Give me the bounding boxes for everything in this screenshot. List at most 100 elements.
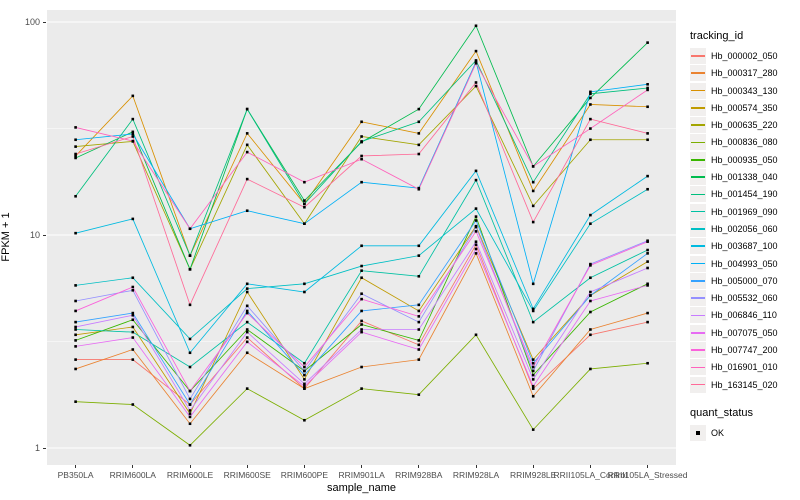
legend-key-line [691, 228, 705, 230]
x-tick-mark [418, 465, 420, 468]
data-point [531, 384, 535, 388]
x-tick-label-RRIM600SE: RRIM600SE [223, 470, 271, 480]
data-point [417, 254, 421, 257]
series-line-Hb_000836_080 [75, 334, 648, 446]
data-point [245, 309, 249, 313]
plot-panel [47, 10, 676, 465]
data-point [360, 292, 363, 296]
data-point [531, 387, 535, 390]
data-point [360, 135, 363, 138]
data-point [188, 268, 192, 271]
data-point [531, 369, 535, 373]
x-tick-label-RRII105LA_Stressed: RRII105LA_Stressed [607, 470, 688, 480]
data-point [474, 24, 478, 28]
data-point [474, 230, 478, 233]
data-point [646, 361, 649, 365]
data-point [74, 345, 77, 348]
data-point [531, 165, 535, 168]
data-point [131, 348, 135, 351]
legend-item-Hb_000317_280: Hb_000317_280 [690, 65, 798, 82]
data-point [646, 260, 649, 263]
data-point [360, 330, 363, 334]
data-point [589, 127, 592, 130]
legend-item-Hb_001338_040: Hb_001338_040 [690, 169, 798, 186]
data-point [303, 373, 306, 377]
data-point [303, 222, 306, 225]
data-point [589, 294, 592, 297]
data-point [245, 282, 249, 286]
x-tick-mark [189, 465, 191, 468]
data-point [474, 215, 478, 218]
legend-item-Hb_000002_050: Hb_000002_050 [690, 48, 798, 64]
x-tick-label-RRII105LA_Control: RRII105LA_Control [553, 470, 628, 480]
legend-item-Hb_006846_110: Hb_006846_110 [690, 307, 798, 324]
data-point [589, 92, 592, 96]
legend-item-Hb_005000_070: Hb_005000_070 [690, 272, 798, 289]
legend-key-line [691, 193, 705, 196]
data-point [245, 340, 249, 344]
data-point [531, 361, 535, 365]
data-point [303, 365, 306, 369]
data-point [245, 177, 249, 181]
data-point [531, 189, 535, 193]
legend-key-line [691, 158, 705, 161]
x-tick-mark [361, 465, 363, 468]
data-point [589, 367, 592, 371]
data-point [360, 180, 363, 184]
data-point [245, 150, 249, 154]
data-point [531, 204, 535, 208]
data-point [74, 231, 77, 235]
legend-key-swatch [690, 117, 706, 134]
data-point [188, 351, 192, 355]
legend-item-label: Hb_001969_090 [711, 206, 778, 217]
data-point [531, 282, 535, 286]
color-legend-items: Hb_000002_050 Hb_000317_280 Hb_000343_130 H… [690, 48, 798, 393]
legend-item-Hb_000935_050: Hb_000935_050 [690, 151, 798, 168]
data-point [531, 320, 535, 324]
data-point [245, 336, 249, 339]
data-point [303, 361, 306, 365]
data-point [474, 60, 478, 64]
legend-key-line [691, 331, 705, 334]
legend-item-Hb_001969_090: Hb_001969_090 [690, 203, 798, 220]
data-point [131, 318, 135, 322]
data-point [360, 297, 363, 301]
legend-item-label: Hb_007075_050 [711, 327, 778, 338]
legend-item-label: Hb_000317_280 [711, 68, 778, 79]
data-point [131, 285, 135, 289]
data-point [360, 319, 363, 323]
legend-key-swatch [690, 220, 706, 237]
legend-item-Hb_163145_020: Hb_163145_020 [690, 376, 798, 393]
data-point [417, 328, 421, 331]
data-point [131, 217, 135, 221]
data-point [245, 351, 249, 355]
data-point [360, 323, 363, 326]
data-point [188, 365, 192, 369]
x-tick-mark [589, 465, 591, 468]
data-point [646, 248, 649, 252]
legend-key-swatch [690, 134, 706, 151]
x-tick-label-RRIM901LA: RRIM901LA [338, 470, 385, 480]
legend-item-Hb_003687_100: Hb_003687_100 [690, 238, 798, 255]
data-point [646, 282, 649, 286]
y-tick-label: 100 [24, 17, 40, 27]
data-point [360, 365, 363, 369]
shape-legend-title: quant_status [690, 406, 753, 419]
data-point [589, 213, 592, 217]
data-point [646, 88, 649, 92]
x-tick-label-PB350LA: PB350LA [57, 470, 94, 480]
x-tick-mark [132, 465, 134, 468]
data-point [646, 174, 649, 178]
legend-key-swatch [690, 290, 706, 307]
legend-item-Hb_007075_050: Hb_007075_050 [690, 324, 798, 341]
ok-point-icon [696, 430, 700, 435]
data-point [531, 307, 535, 311]
data-point [131, 311, 135, 315]
data-point [474, 207, 478, 210]
data-point [474, 49, 478, 53]
data-point [74, 145, 77, 148]
legend-key-swatch [690, 255, 706, 272]
legend-key-swatch [690, 48, 706, 64]
data-point [74, 333, 77, 337]
